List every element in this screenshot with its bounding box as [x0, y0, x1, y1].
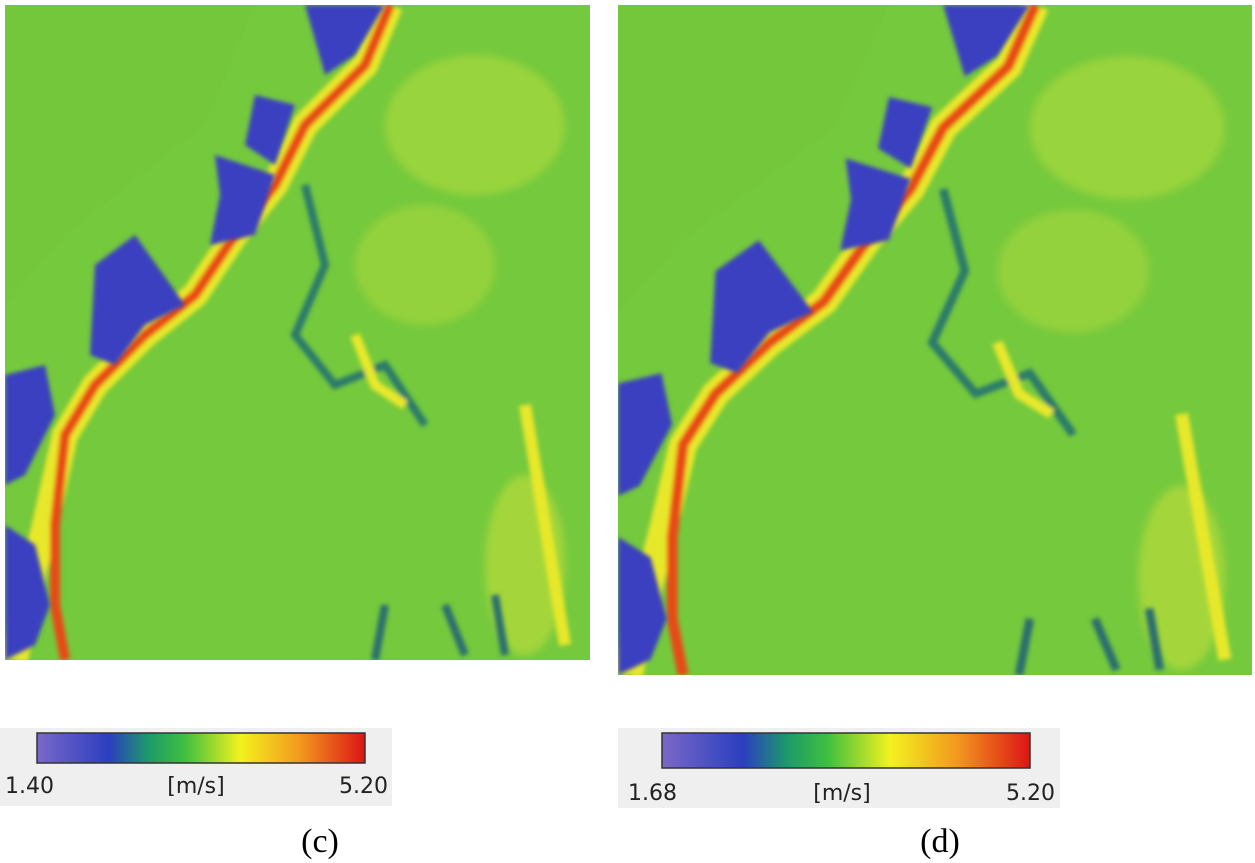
colorbar-min: 1.40 — [5, 774, 54, 799]
colorbar-max: 5.20 — [1006, 781, 1055, 806]
colorbar-d: 1.68 [m/s] 5.20 — [618, 728, 1060, 808]
heatmap-d — [618, 5, 1252, 675]
panel-label: (c) — [301, 823, 339, 860]
colorbar-unit: [m/s] — [167, 774, 224, 799]
heatmap-c — [5, 5, 590, 660]
colorbar-c: 1.40 [m/s] 5.20 — [0, 728, 392, 806]
colorbar-min: 1.68 — [628, 781, 677, 806]
colorbar-max: 5.20 — [339, 774, 388, 799]
panel-label: (d) — [920, 823, 960, 860]
colorbar-unit: [m/s] — [813, 781, 870, 806]
